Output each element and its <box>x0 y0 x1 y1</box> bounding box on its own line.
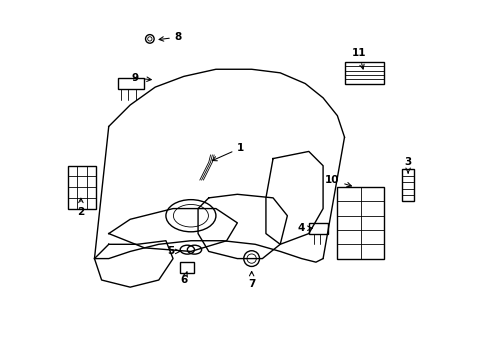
Text: 9: 9 <box>132 73 151 83</box>
Text: 5: 5 <box>167 247 180 256</box>
Text: 4: 4 <box>297 223 311 233</box>
Text: 2: 2 <box>77 198 84 217</box>
Text: 1: 1 <box>212 143 244 161</box>
Text: 6: 6 <box>180 272 187 285</box>
Text: 11: 11 <box>351 48 366 69</box>
Text: 7: 7 <box>247 271 255 289</box>
Text: 8: 8 <box>159 32 182 42</box>
Text: 10: 10 <box>324 175 351 187</box>
Text: 3: 3 <box>404 157 411 173</box>
